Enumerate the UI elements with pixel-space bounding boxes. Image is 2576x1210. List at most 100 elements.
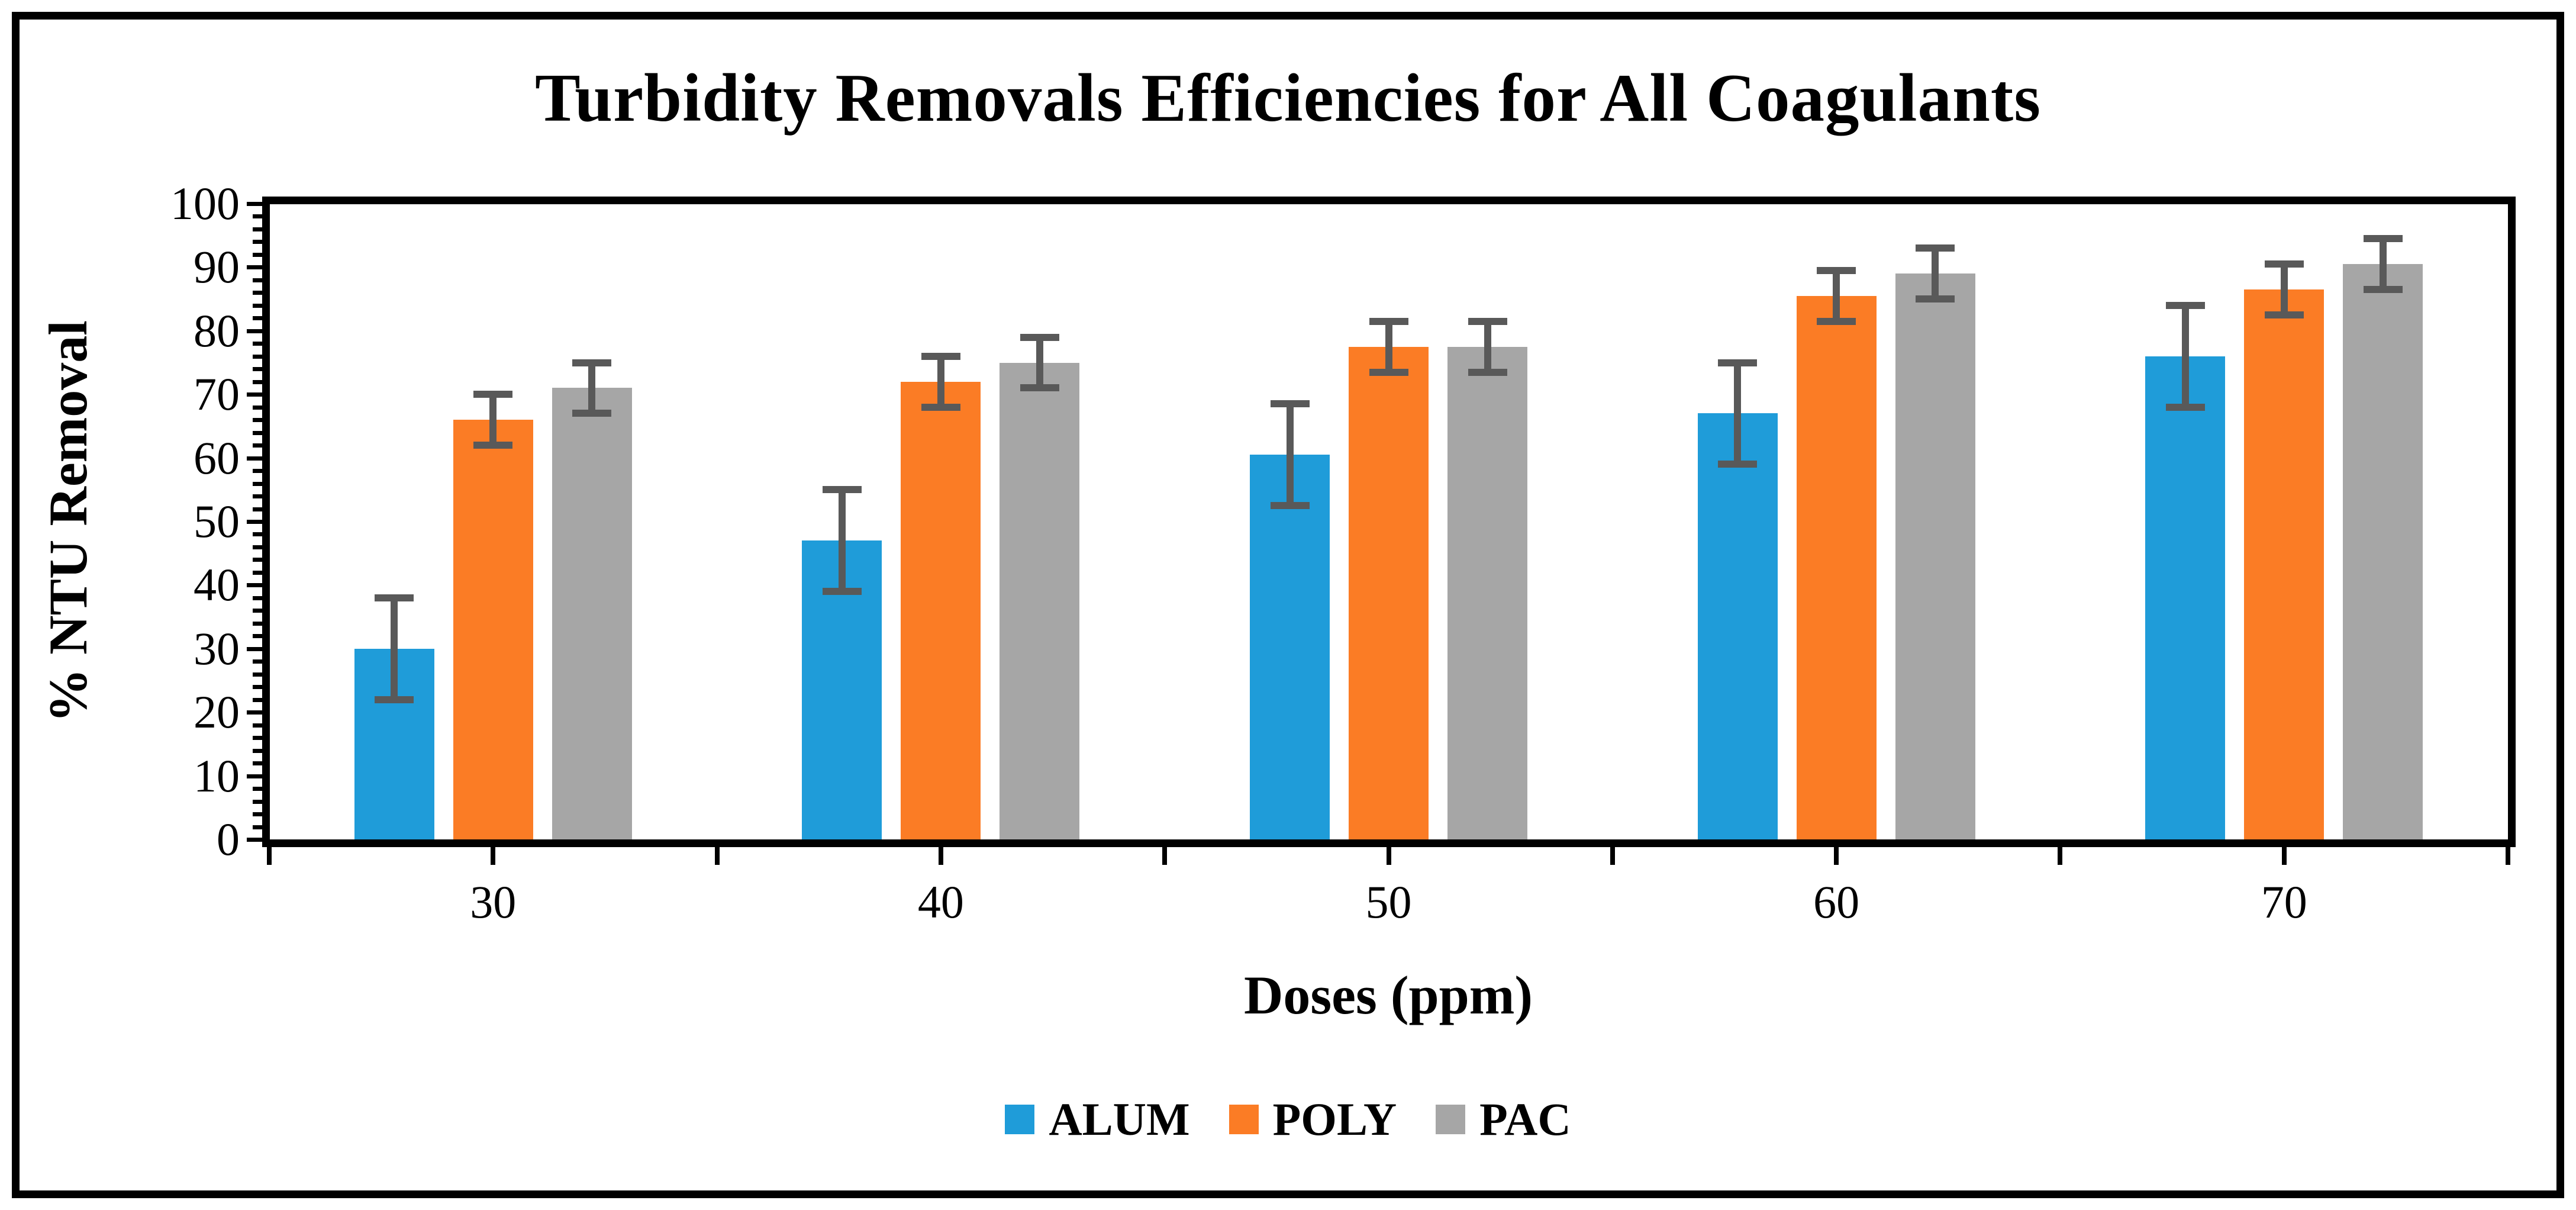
y-major-tick bbox=[247, 392, 262, 397]
error-bar-cap-top bbox=[572, 359, 612, 366]
x-tick bbox=[1386, 847, 1391, 865]
y-major-tick bbox=[247, 838, 262, 842]
y-minor-tick bbox=[253, 736, 262, 741]
error-bar-cap-bottom bbox=[822, 588, 862, 596]
error-bar-cap-top bbox=[1916, 244, 1955, 252]
bar-pac-50 bbox=[1447, 346, 1527, 839]
error-bar-cap-bottom bbox=[572, 410, 612, 417]
x-tick-label: 40 bbox=[917, 876, 964, 928]
x-tick bbox=[2506, 847, 2510, 865]
legend-label-pac: PAC bbox=[1479, 1093, 1571, 1145]
error-bar-stem bbox=[1385, 321, 1392, 372]
legend-item-poly: POLY bbox=[1229, 1096, 1397, 1143]
y-minor-tick bbox=[253, 443, 262, 448]
bar-pac-30 bbox=[552, 388, 632, 839]
error-bar-stem bbox=[2181, 305, 2189, 407]
y-major-tick bbox=[247, 456, 262, 461]
x-tick bbox=[2281, 847, 2287, 865]
x-tick-label: 70 bbox=[2261, 876, 2307, 928]
bar-poly-50 bbox=[1349, 346, 1429, 839]
error-bar-cap-top bbox=[1020, 333, 1059, 341]
y-major-tick bbox=[247, 710, 262, 715]
y-minor-tick bbox=[253, 672, 262, 677]
y-minor-tick bbox=[253, 621, 262, 626]
y-minor-tick bbox=[253, 685, 262, 690]
error-bar-cap-bottom bbox=[1369, 368, 1408, 376]
y-minor-tick bbox=[253, 545, 262, 549]
y-minor-tick bbox=[253, 532, 262, 537]
x-tick-label: 50 bbox=[1365, 876, 1412, 928]
y-minor-tick bbox=[253, 291, 262, 295]
y-minor-tick bbox=[253, 812, 262, 817]
legend: ALUM POLY PAC bbox=[0, 1096, 2576, 1143]
plot-top-border bbox=[262, 197, 2516, 204]
error-bar-cap-top bbox=[1817, 266, 1856, 274]
y-minor-tick bbox=[253, 825, 262, 829]
error-bar-cap-top bbox=[2363, 235, 2403, 243]
y-minor-tick bbox=[253, 316, 262, 321]
y-axis-line bbox=[262, 197, 270, 847]
y-tick-label: 70 bbox=[194, 368, 240, 420]
y-minor-tick bbox=[253, 430, 262, 435]
error-bar-cap-top bbox=[1718, 359, 1758, 366]
y-major-tick bbox=[247, 583, 262, 588]
error-bar-cap-top bbox=[822, 486, 862, 494]
error-bar-cap-bottom bbox=[473, 442, 513, 449]
bar-pac-40 bbox=[1000, 362, 1080, 839]
error-bar-cap-top bbox=[921, 352, 960, 360]
bar-poly-40 bbox=[901, 381, 981, 839]
legend-label-alum: ALUM bbox=[1049, 1093, 1190, 1145]
y-minor-tick bbox=[253, 278, 262, 282]
error-bar-stem bbox=[588, 362, 596, 414]
error-bar-cap-top bbox=[2165, 301, 2205, 309]
y-minor-tick bbox=[253, 596, 262, 600]
error-bar-stem bbox=[1286, 404, 1294, 506]
y-minor-tick bbox=[253, 252, 262, 257]
y-minor-tick bbox=[253, 481, 262, 486]
y-minor-tick bbox=[253, 367, 262, 372]
legend-item-alum: ALUM bbox=[1005, 1093, 1190, 1145]
y-minor-tick bbox=[253, 214, 262, 219]
x-tick bbox=[491, 847, 496, 865]
y-minor-tick bbox=[253, 787, 262, 791]
y-minor-tick bbox=[253, 609, 262, 613]
y-major-tick bbox=[247, 774, 262, 778]
error-bar-cap-bottom bbox=[375, 696, 414, 703]
error-bar-cap-bottom bbox=[2363, 285, 2403, 293]
bar-pac-60 bbox=[1895, 273, 1975, 839]
bar-alum-60 bbox=[1697, 413, 1778, 839]
y-minor-tick bbox=[253, 558, 262, 562]
y-tick-label: 40 bbox=[194, 559, 240, 611]
legend-label-poly: POLY bbox=[1272, 1093, 1397, 1145]
error-bar-stem bbox=[838, 490, 846, 592]
bar-poly-30 bbox=[453, 420, 533, 839]
y-minor-tick bbox=[253, 405, 262, 410]
error-bar-cap-bottom bbox=[1817, 317, 1856, 325]
x-tick bbox=[714, 847, 720, 865]
y-tick-label: 60 bbox=[194, 432, 240, 484]
x-tick bbox=[267, 847, 272, 865]
error-bar-stem bbox=[1734, 362, 1742, 465]
bar-poly-70 bbox=[2244, 289, 2324, 839]
y-tick-label: 0 bbox=[217, 813, 240, 865]
bar-alum-50 bbox=[1250, 455, 1330, 839]
x-tick-label: 60 bbox=[1813, 876, 1860, 928]
y-minor-tick bbox=[253, 354, 262, 359]
error-bar-stem bbox=[1036, 337, 1043, 388]
error-bar-cap-bottom bbox=[2165, 403, 2205, 411]
y-minor-tick bbox=[253, 507, 262, 511]
y-tick-label: 100 bbox=[170, 178, 240, 229]
legend-swatch-pac bbox=[1436, 1105, 1466, 1134]
y-major-tick bbox=[247, 329, 262, 333]
y-tick-label: 20 bbox=[194, 686, 240, 738]
bar-alum-70 bbox=[2145, 356, 2226, 839]
legend-swatch-alum bbox=[1005, 1105, 1035, 1134]
y-minor-tick bbox=[253, 342, 262, 346]
y-minor-tick bbox=[253, 418, 262, 423]
y-minor-tick bbox=[253, 799, 262, 804]
x-axis-line bbox=[262, 839, 2516, 847]
error-bar-stem bbox=[1484, 321, 1491, 372]
y-minor-tick bbox=[253, 494, 262, 499]
error-bar-cap-top bbox=[375, 594, 414, 601]
